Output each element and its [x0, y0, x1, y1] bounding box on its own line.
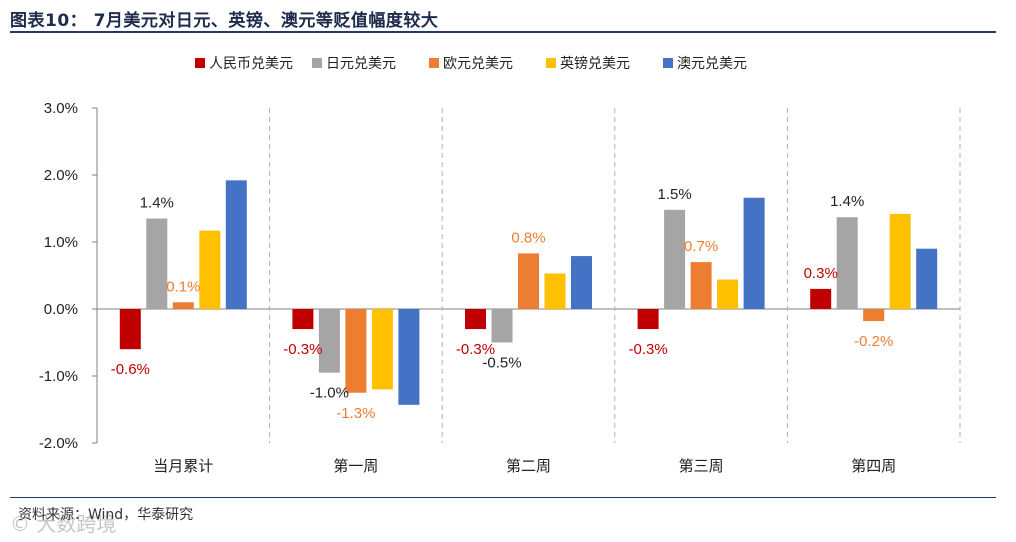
bar — [916, 248, 938, 309]
data-label: 1.5% — [657, 186, 691, 203]
bar — [119, 309, 141, 350]
y-tick-label: 3.0% — [44, 100, 78, 117]
legend-swatch — [195, 58, 205, 68]
bar — [836, 217, 858, 309]
bar-chart: 人民币兑美元 日元兑美元 欧元兑美元 英镑兑美元 澳元兑美元 -2.0% -1.0% 0.0… — [39, 55, 961, 475]
data-label: 0.1% — [166, 278, 200, 295]
bar — [690, 262, 712, 309]
title-rule — [10, 31, 996, 33]
y-tick-label: -2.0% — [39, 435, 78, 452]
data-label: -0.3% — [456, 341, 495, 358]
data-label: -0.2% — [854, 333, 893, 350]
bar — [810, 288, 832, 309]
data-label: -0.3% — [283, 341, 322, 358]
legend-label: 英镑兑美元 — [560, 55, 630, 72]
bar — [371, 309, 393, 390]
bar — [863, 309, 885, 322]
category-separators — [269, 108, 961, 443]
bar — [637, 309, 659, 330]
source-rule — [10, 497, 996, 498]
data-label: 1.4% — [140, 195, 174, 212]
bar — [345, 309, 367, 393]
bar — [199, 230, 221, 309]
data-label: 0.8% — [511, 229, 545, 246]
bar — [318, 309, 340, 373]
x-axis-labels: 当月累计 第一周 第二周 第三周 第四周 — [153, 457, 896, 475]
legend-label: 人民币兑美元 — [209, 56, 293, 72]
bar — [571, 256, 592, 309]
source-note: 资料来源：Wind，华泰研究 — [18, 507, 194, 523]
legend: 人民币兑美元 日元兑美元 欧元兑美元 英镑兑美元 澳元兑美元 — [195, 55, 747, 72]
x-tick-label: 当月累计 — [153, 457, 213, 475]
data-label: -0.6% — [111, 361, 150, 378]
data-label: -1.3% — [336, 405, 375, 422]
bar — [743, 197, 765, 309]
x-tick-label: 第二周 — [506, 457, 551, 475]
bar — [146, 218, 168, 309]
y-tick-label: -1.0% — [39, 368, 78, 385]
legend-swatch — [312, 58, 322, 68]
bar — [172, 302, 194, 309]
bar — [398, 309, 420, 405]
bars — [119, 180, 938, 405]
x-tick-label: 第三周 — [679, 457, 724, 475]
legend-swatch — [546, 58, 556, 68]
legend-swatch — [663, 58, 673, 68]
y-tick-label: 2.0% — [44, 167, 78, 184]
bar — [491, 309, 513, 343]
data-label: 1.4% — [830, 193, 864, 210]
bar — [889, 213, 911, 309]
legend-label: 日元兑美元 — [326, 56, 396, 72]
y-tick-label: 0.0% — [44, 301, 78, 318]
x-tick-label: 第一周 — [333, 457, 378, 475]
data-label: -1.0% — [310, 385, 349, 402]
data-labels: -0.6%1.4%0.1%-0.3%-1.0%-1.3%-0.3%-0.5%0.… — [111, 186, 894, 422]
bar — [292, 309, 314, 330]
watermark: © 大数跨境 — [10, 512, 117, 536]
bar — [717, 279, 739, 309]
bar — [518, 253, 539, 309]
legend-swatch — [429, 58, 439, 68]
data-label: -0.5% — [482, 355, 521, 372]
legend-label: 欧元兑美元 — [443, 56, 513, 72]
y-tick-label: 1.0% — [44, 234, 78, 251]
figure-title: 图表10： 7月美元对日元、英镑、澳元等贬值幅度较大 — [10, 11, 439, 31]
data-label: 0.3% — [804, 265, 838, 282]
bar — [225, 180, 247, 309]
bar — [465, 309, 486, 330]
bar — [544, 273, 566, 309]
legend-label: 澳元兑美元 — [677, 56, 747, 72]
data-label: -0.3% — [629, 341, 668, 358]
x-tick-label: 第四周 — [851, 457, 896, 475]
data-label: 0.7% — [684, 238, 718, 255]
bar — [664, 209, 686, 309]
